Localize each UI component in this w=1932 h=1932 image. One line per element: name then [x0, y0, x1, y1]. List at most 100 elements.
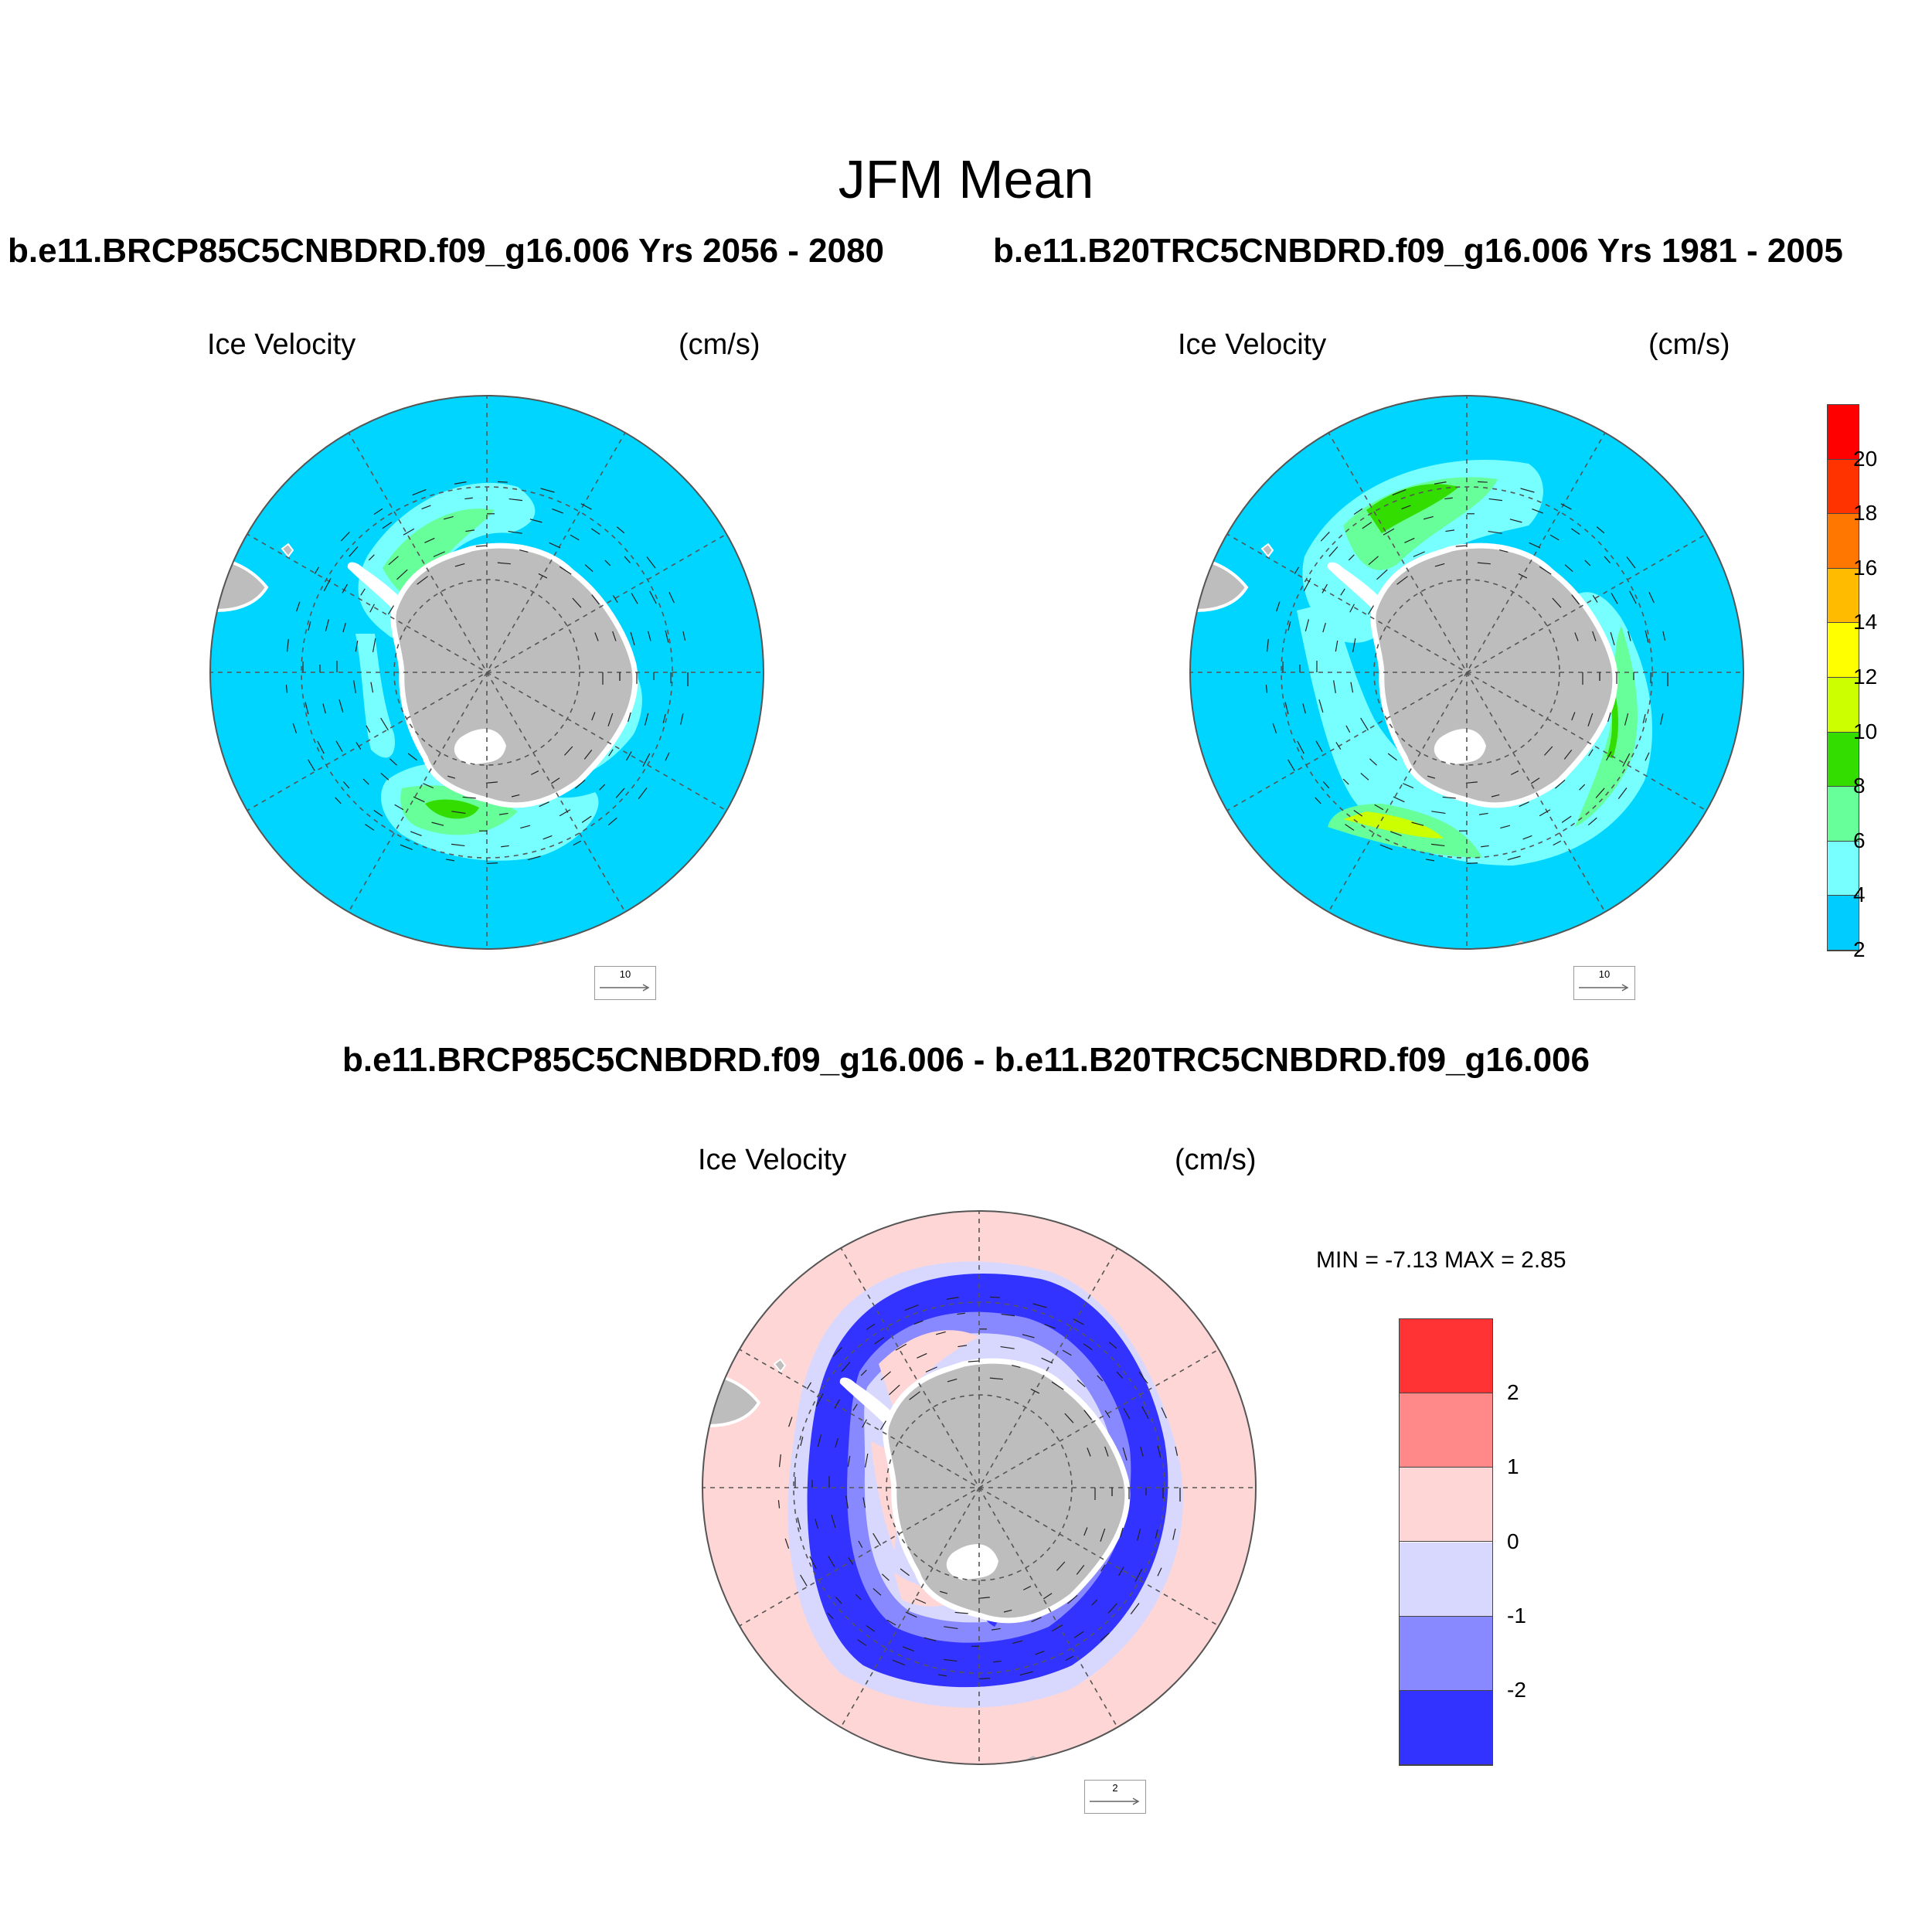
colorbar-cell: [1828, 732, 1859, 787]
velocity-arrow: [388, 556, 399, 566]
velocity-arrow: [1012, 1640, 1023, 1645]
velocity-arrow: [1478, 812, 1488, 815]
velocity-arrow: [1297, 740, 1304, 754]
velocity-vectors: [777, 1296, 1181, 1680]
velocity-arrow: [550, 777, 560, 784]
velocity-arrow: [1434, 563, 1445, 567]
velocity-arrow: [1349, 604, 1355, 613]
velocity-arrow: [1383, 528, 1395, 536]
velocity-arrow: [584, 564, 594, 572]
velocity-arrow: [1051, 1624, 1063, 1632]
velocity-arrow: [552, 509, 564, 514]
velocity-arrow: [1107, 1603, 1117, 1614]
ice-zone: [1366, 484, 1459, 533]
velocity-arrow: [387, 605, 394, 615]
velocity-arrow: [1401, 505, 1411, 510]
velocity-arrow: [1387, 753, 1397, 761]
velocity-arrow: [431, 821, 444, 826]
velocity-arrow: [886, 1619, 896, 1626]
velocity-arrow: [1353, 809, 1363, 817]
velocity-arrow: [616, 526, 625, 534]
velocity-arrow: [1116, 1371, 1123, 1379]
antarctica-land: [1370, 543, 1618, 808]
velocity-arrow: [1645, 630, 1649, 643]
velocity-arrow: [1065, 1655, 1074, 1662]
velocity-arrow: [1118, 1566, 1124, 1577]
colorbar-cell: [1828, 405, 1859, 460]
velocity-arrow: [1519, 801, 1529, 808]
velocity-arrow: [1342, 778, 1349, 785]
velocity-arrow: [1044, 1324, 1056, 1329]
colorbar-tick-label: 16: [1853, 555, 1878, 580]
velocity-arrow: [529, 519, 543, 523]
velocity-arrow: [1413, 551, 1425, 557]
velocity-arrow: [1067, 1594, 1078, 1604]
velocity-arrow: [817, 1434, 822, 1447]
ross-ice-shelf: [1434, 729, 1486, 765]
velocity-arrow: [594, 632, 599, 641]
velocity-arrow: [1321, 583, 1328, 594]
velocity-arrow: [486, 862, 498, 865]
graticule: [210, 396, 764, 949]
colorbar-tick-label: 2: [1507, 1380, 1519, 1405]
velocity-arrow: [1345, 824, 1355, 831]
velocity-arrow: [465, 529, 475, 532]
velocity-arrow: [549, 542, 561, 549]
velocity-arrow: [308, 759, 315, 771]
velocity-arrow: [1389, 831, 1402, 836]
velocity-arrow: [451, 811, 466, 815]
velocity-arrow: [1138, 1372, 1148, 1384]
velocity-arrow: [370, 682, 374, 693]
colorbar-cell: [1400, 1616, 1492, 1691]
velocity-arrow: [1335, 742, 1342, 750]
velocity-arrow: [1404, 537, 1415, 543]
velocity-arrow: [342, 583, 348, 594]
colorbar-tick-label: 8: [1853, 774, 1866, 798]
velocity-arrow: [1427, 775, 1436, 779]
velocity-arrow: [947, 1378, 957, 1383]
velocity-arrow: [511, 794, 520, 798]
antarctica-land: [883, 1358, 1131, 1624]
velocity-arrow: [1539, 809, 1551, 817]
velocity-arrow: [649, 590, 657, 604]
velocity-arrow: [1579, 784, 1586, 791]
velocity-arrow: [831, 1515, 836, 1529]
velocity-arrow: [1544, 746, 1553, 756]
colorbar-cell: [1828, 841, 1859, 896]
velocity-arrow: [1570, 528, 1580, 536]
velocity-arrow: [380, 773, 389, 781]
velocity-arrow: [990, 1296, 1000, 1298]
velocity-arrow: [1051, 1381, 1064, 1390]
velocity-arrow: [1100, 1528, 1106, 1542]
velocity-arrow: [847, 1455, 851, 1468]
velocity-arrow: [407, 753, 417, 761]
velocity-arrow: [1328, 546, 1338, 557]
ice-zone: [355, 634, 395, 758]
velocity-arrow: [902, 1646, 914, 1651]
velocity-arrow: [1083, 1343, 1093, 1351]
velocity-arrow: [1423, 515, 1434, 520]
velocity-arrow: [366, 725, 371, 733]
velocity-arrow: [355, 742, 362, 750]
velocity-arrow: [389, 758, 397, 766]
colorbar-tick-label: 2: [1853, 937, 1866, 961]
velocity-arrow: [396, 569, 408, 580]
velocity-arrow: [1488, 530, 1502, 534]
velocity-arrow: [827, 1612, 834, 1620]
velocity-arrow: [322, 703, 326, 714]
velocity-arrow: [1360, 773, 1369, 781]
velocity-arrow: [340, 532, 350, 542]
velocity-arrow: [1073, 1318, 1084, 1325]
velocity-arrow: [1266, 638, 1269, 652]
colorbar-cell: [1828, 787, 1859, 842]
velocity-arrow: [382, 522, 393, 529]
velocity-arrow: [1353, 508, 1363, 515]
left-units-label: (cm/s): [679, 328, 760, 361]
velocity-arrow: [424, 537, 435, 543]
velocity-arrow: [612, 631, 617, 641]
velocity-arrow: [1595, 787, 1605, 798]
velocity-arrow: [1335, 640, 1338, 652]
velocity-arrow: [1529, 542, 1541, 549]
colorbar-tick-label: 6: [1853, 828, 1866, 852]
velocity-arrow: [1276, 601, 1281, 612]
